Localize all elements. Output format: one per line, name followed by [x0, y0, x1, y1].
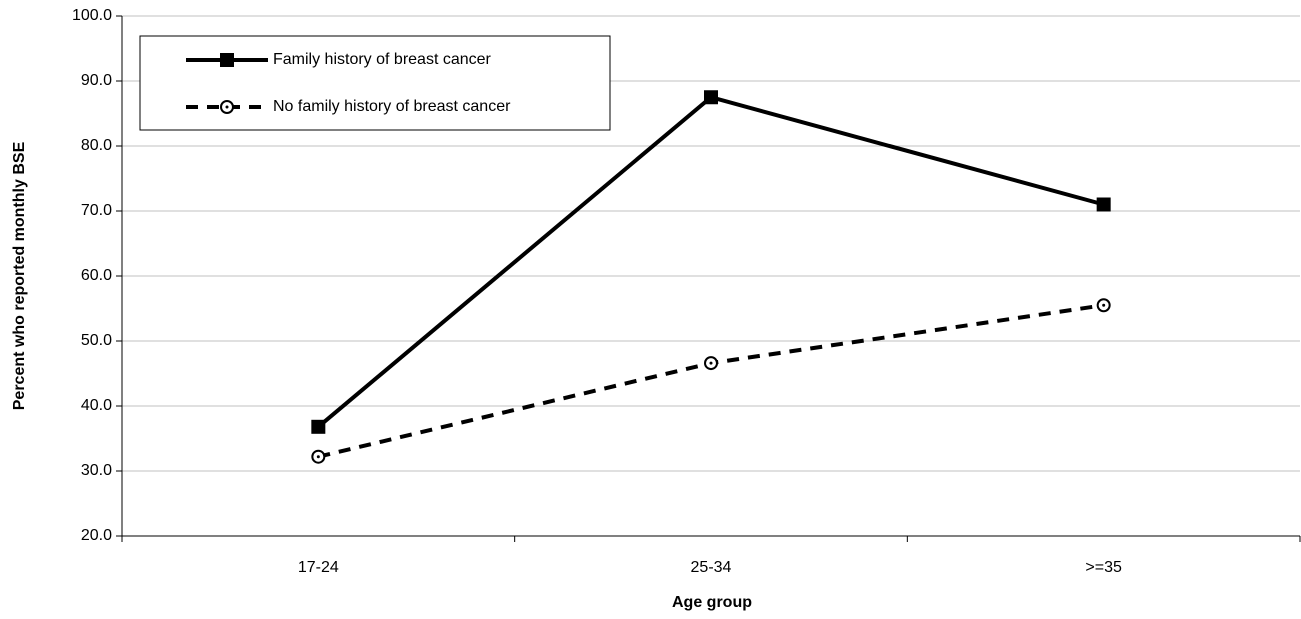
x-tick-label: 25-34 — [691, 559, 732, 576]
data-point — [311, 419, 326, 434]
y-tick-label: 70.0 — [81, 202, 112, 219]
data-point — [1096, 197, 1111, 212]
y-tick-label: 40.0 — [81, 397, 112, 414]
y-tick-label: 50.0 — [81, 332, 112, 349]
legend-marker — [220, 53, 234, 67]
x-tick-label: >=35 — [1085, 559, 1122, 576]
data-point-dot — [1102, 303, 1106, 307]
y-tick-label: 90.0 — [81, 72, 112, 89]
data-point — [1096, 298, 1111, 313]
legend-label: Family history of breast cancer — [273, 51, 492, 68]
x-axis-title: Age group — [672, 594, 752, 611]
legend-marker-dot — [225, 105, 229, 109]
data-point-dot — [709, 361, 713, 365]
y-tick-label: 60.0 — [81, 267, 112, 284]
data-point — [704, 90, 718, 105]
y-tick-label: 100.0 — [72, 7, 112, 24]
y-tick-label: 30.0 — [81, 462, 112, 479]
x-tick-label: 17-24 — [298, 559, 339, 576]
legend-marker — [220, 100, 234, 114]
y-tick-label: 80.0 — [81, 137, 112, 154]
series-line — [317, 95, 1105, 429]
data-point — [311, 449, 326, 464]
data-point-dot — [316, 455, 320, 459]
y-axis-title: Percent who reported monthly BSE — [11, 141, 28, 410]
y-tick-label: 20.0 — [81, 527, 112, 544]
legend-label: No family history of breast cancer — [273, 98, 511, 115]
legend-box — [139, 35, 611, 131]
data-point — [704, 356, 718, 371]
